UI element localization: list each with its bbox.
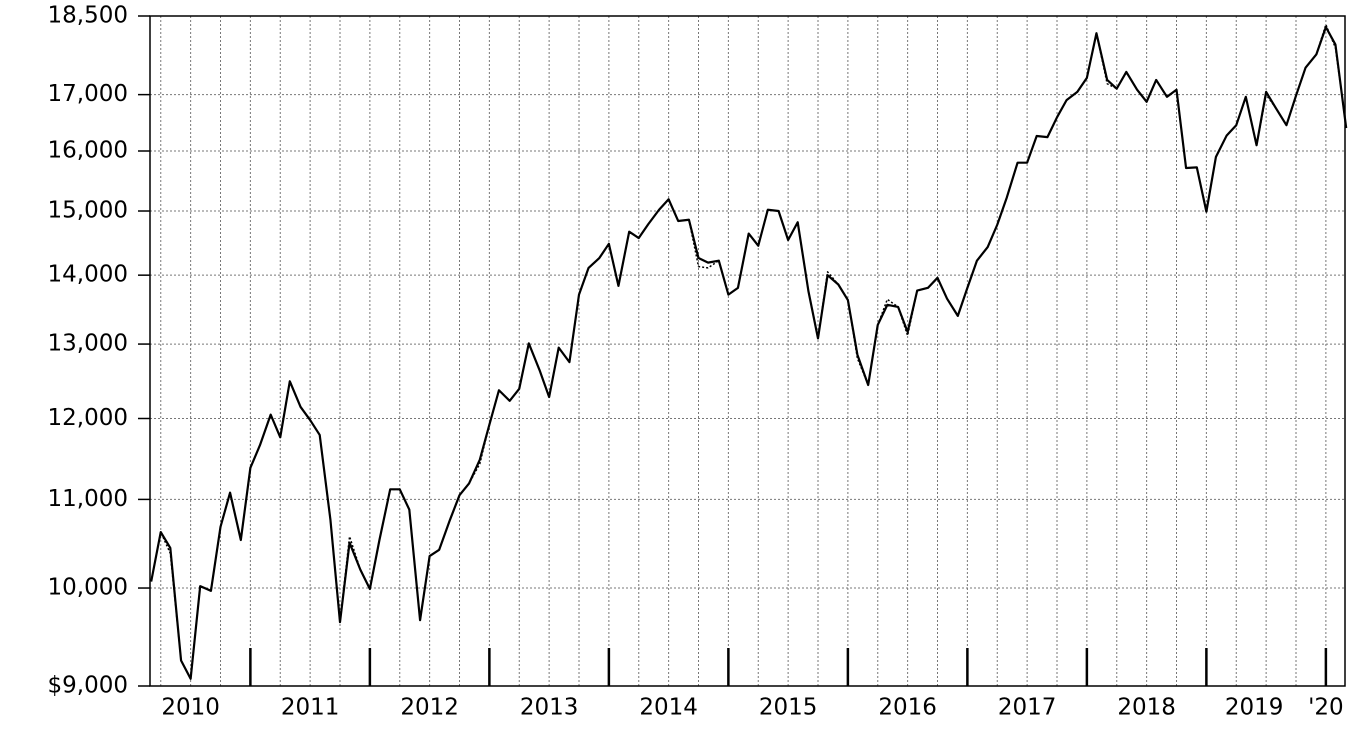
x-tick-label: 2015 — [759, 695, 818, 721]
y-tick-label: 11,000 — [48, 486, 128, 512]
x-tick-label: 2010 — [161, 695, 220, 721]
y-tick-label: 16,000 — [48, 137, 128, 163]
y-tick-label: $9,000 — [48, 673, 128, 699]
x-tick-label: 2012 — [400, 695, 459, 721]
series-line — [150, 23, 1347, 680]
y-tick-label: 18,500 — [48, 3, 128, 29]
x-tick-label: 2016 — [878, 695, 937, 721]
plot-frame — [149, 15, 1346, 687]
x-tick-label: 2013 — [520, 695, 579, 721]
y-tick-label: 10,000 — [48, 575, 128, 601]
x-tick-label: 2014 — [639, 695, 698, 721]
x-tick-label: 2017 — [998, 695, 1057, 721]
series-line — [150, 26, 1348, 680]
x-tick-label: '20 — [1308, 695, 1344, 721]
y-tick-label: 12,000 — [48, 405, 128, 431]
x-tick-label: 2011 — [281, 695, 340, 721]
y-tick-label: 14,000 — [48, 262, 128, 288]
x-tick-label: 2019 — [1225, 695, 1284, 721]
y-tick-label: 15,000 — [48, 198, 128, 224]
y-tick-label: 13,000 — [48, 331, 128, 357]
x-tick-label: 2018 — [1117, 695, 1176, 721]
y-tick-label: 17,000 — [48, 81, 128, 107]
